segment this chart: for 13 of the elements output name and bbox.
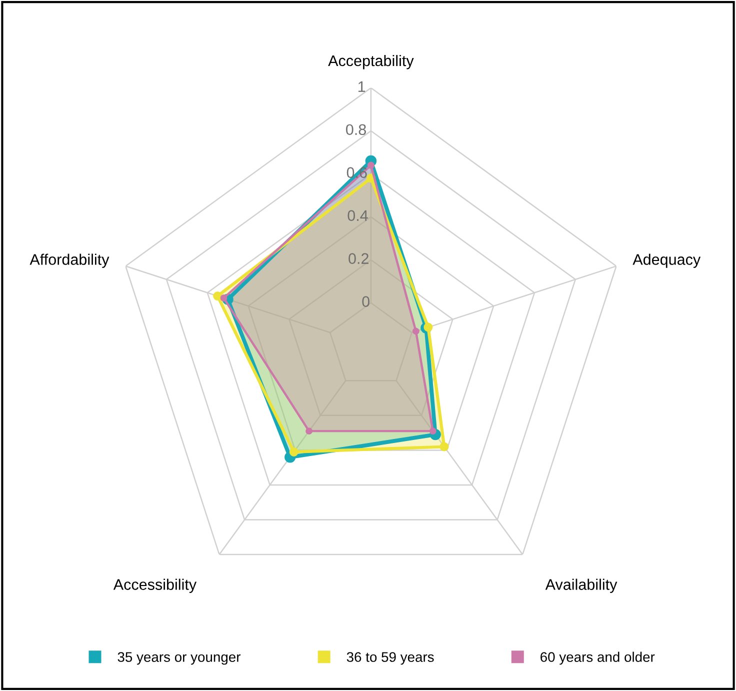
spoke-label: Affordability [30,254,110,268]
legend-label: 35 years or younger [118,652,241,665]
y-tick-label: 0.2 [348,253,368,264]
y-tick-label: 0.4 [348,210,368,221]
spoke-label: Availability [545,578,618,593]
spoke-label: Adequacy [632,254,701,268]
y-tick-label: 0 [362,296,370,307]
legend-label: 36 to 59 years [346,652,434,665]
legend-label: 60 years and older [540,652,655,665]
y-tick-label: 1 [358,81,366,92]
spoke-label: Accessibility [113,578,197,593]
spoke-label: Acceptability [328,54,414,70]
y-tick-label: 0.8 [346,124,366,136]
